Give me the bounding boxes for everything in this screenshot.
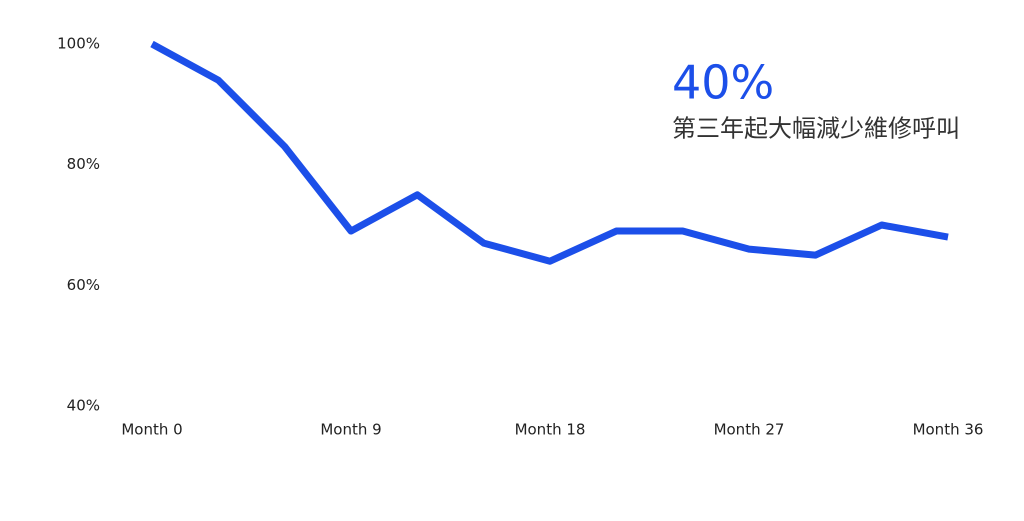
x-tick-label: Month 36	[913, 421, 984, 439]
annotation-headline: 40%	[672, 56, 774, 110]
data-line	[150, 40, 949, 265]
y-tick-label: 40%	[67, 397, 100, 415]
y-tick-label: 60%	[67, 276, 100, 294]
annotation-text: 第三年起大幅減少維修呼叫	[672, 115, 960, 143]
x-tick-label: Month 0	[121, 421, 182, 439]
x-tick-label: Month 18	[515, 421, 586, 439]
y-tick-label: 80%	[67, 155, 100, 173]
y-tick-label: 100%	[57, 35, 100, 53]
x-tick-label: Month 9	[320, 421, 381, 439]
x-tick-label: Month 27	[714, 421, 785, 439]
